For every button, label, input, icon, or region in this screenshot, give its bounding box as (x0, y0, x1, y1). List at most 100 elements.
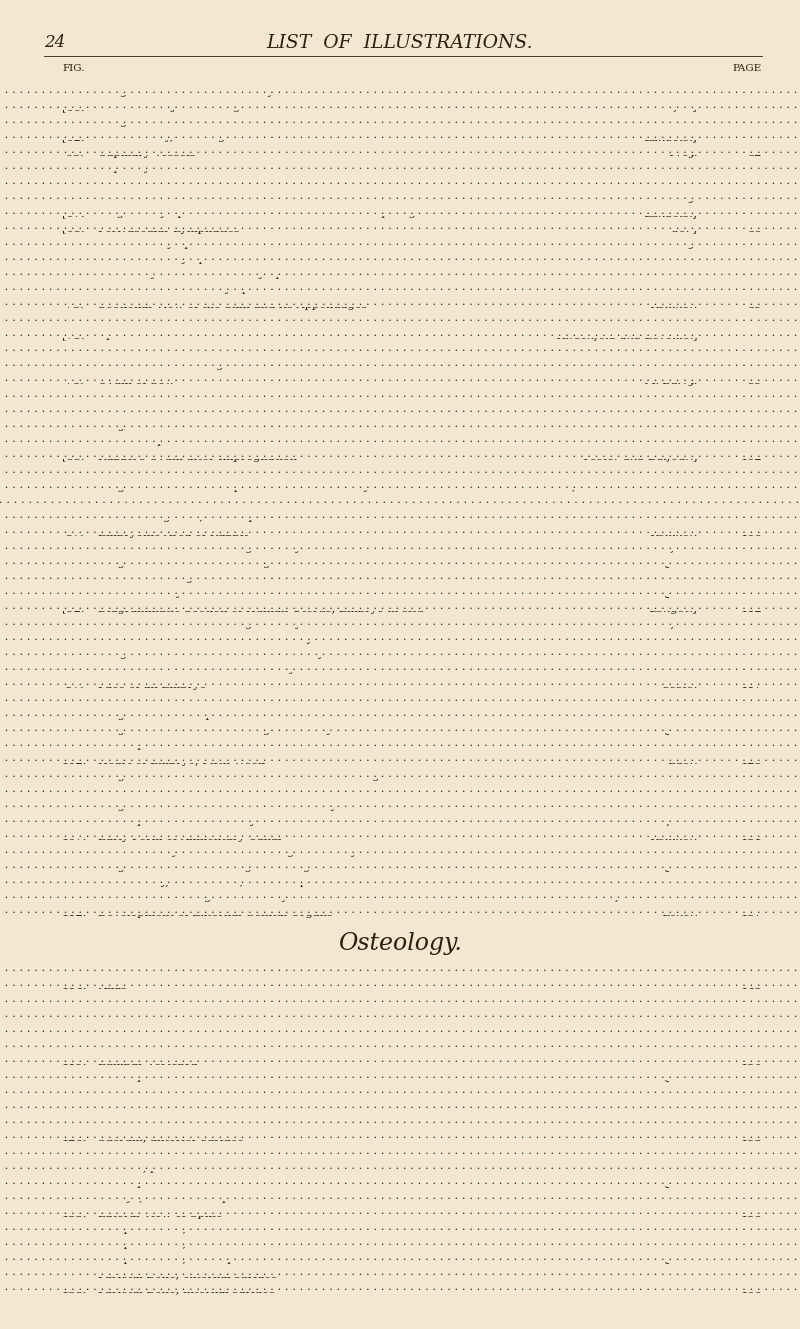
Text: Kölliker.: Kölliker. (650, 86, 698, 97)
Text: 133.: 133. (62, 1208, 87, 1219)
Text: 74.: 74. (62, 315, 84, 324)
Text: 101: 101 (740, 421, 762, 431)
Text: . . . . . . . . . . . . . . . . . . . . . . . . . . . . . . . . . . . . . . . . : . . . . . . . . . . . . . . . . . . . . … (0, 978, 800, 989)
Text: Thompson.: Thompson. (634, 816, 698, 827)
Text: do.: do. (681, 270, 698, 279)
Text: Parietal Bone, external surface: Parietal Bone, external surface (98, 1269, 278, 1280)
Text: Van Beneden.: Van Beneden. (618, 436, 698, 447)
Text: 69.: 69. (62, 239, 84, 249)
Text: 106: 106 (740, 528, 762, 538)
Text: Diagram of Development of Lens: Diagram of Development of Lens (98, 710, 288, 720)
Text: Longet.]: Longet.] (650, 603, 698, 614)
Text: . . . . . . . . . . . . . . . . . . . . . . . . . . . . . . . . . . . . . . . . : . . . . . . . . . . . . . . . . . . . . … (0, 662, 800, 672)
Text: 86: 86 (747, 223, 762, 234)
Text: Alfred T. Muller.: Alfred T. Muller. (605, 892, 698, 902)
Text: 99: 99 (747, 376, 762, 385)
Text: . . . . . . . . . . . . . . . . . . . . . . . . . . . . . . . . . . . . . . . . : . . . . . . . . . . . . . . . . . . . . … (0, 647, 800, 657)
Text: 100: 100 (740, 405, 762, 416)
Text: 88.: 88. (62, 542, 84, 553)
Text: 138.: 138. (62, 1285, 87, 1294)
Text: 166: 166 (740, 1285, 762, 1294)
Text: LIST  OF  ILLUSTRATIONS.: LIST OF ILLUSTRATIONS. (266, 35, 534, 52)
Text: . . . . . . . . . . . . . . . . . . . . . . . . . . . . . . . . . . . . . . . . : . . . . . . . . . . . . . . . . . . . . … (0, 692, 800, 703)
Text: Section of Lymphatic Gland: Section of Lymphatic Gland (98, 239, 258, 249)
Text: Peculiar Dorsal Vertebra: Peculiar Dorsal Vertebra (98, 1042, 240, 1051)
Text: 153: 153 (740, 1132, 762, 1143)
Text: Female Genital Organs of Embryo: Female Genital Organs of Embryo (98, 892, 294, 902)
Text: 125: 125 (740, 740, 762, 751)
Text: Varieties of Secreting Glands: Varieties of Secreting Glands (98, 360, 267, 371)
Text: Section of Skin: Section of Skin (98, 315, 186, 324)
Text: . . . . . . . . . . . . . . . . . . . . . . . . . . . . . . . . . . . . . . . . : . . . . . . . . . . . . . . . . . . . . … (0, 328, 800, 338)
Text: 113.: 113. (62, 965, 87, 975)
Text: Quain.: Quain. (660, 589, 698, 598)
Text: 112: 112 (740, 603, 762, 614)
Text: Face of an Embryo: Face of an Embryo (98, 679, 206, 690)
Text: Occipital Bone, outer surface: Occipital Bone, outer surface (98, 1224, 267, 1233)
Text: 134: 134 (740, 863, 762, 872)
Text: 77.: 77. (62, 360, 84, 371)
Text: . . . . . . . . . . . . . . . . . . . . . . . . . . . . . . . . . . . . . . . . : . . . . . . . . . . . . . . . . . . . . … (0, 799, 800, 809)
Text: 130: 130 (740, 816, 762, 827)
Text: PAGE: PAGE (733, 64, 762, 73)
Text: . . . . . . . . . . . . . . . . . . . . . . . . . . . . . . . . . . . . . . . . : . . . . . . . . . . . . . . . . . . . . … (0, 586, 800, 597)
Text: . . . . . . . . . . . . . . . . . . . . . . . . . . . . . . . . . . . . . . . . : . . . . . . . . . . . . . . . . . . . . … (0, 602, 800, 611)
Text: Similar Diagrams, antero-posterior sections: Similar Diagrams, antero-posterior secti… (98, 513, 352, 522)
Text: . . . . . . . . . . . . . . . . . . . . . . . . . . . . . . . . . . . . . . . . : . . . . . . . . . . . . . . . . . . . . … (0, 465, 800, 474)
Text: 91.: 91. (62, 589, 84, 598)
Text: . . . . . . . . . . . . . . . . . . . . . . . . . . . . . . . . . . . . . . . . : . . . . . . . . . . . . . . . . . . . . … (0, 541, 800, 550)
Text: . . . . . . . . . . . . . . . . . . . . . . . . . . . . . . . . . . . . . . . . : . . . . . . . . . . . . . . . . . . . . … (0, 175, 800, 186)
Text: Lumbar Vertebra: Lumbar Vertebra (98, 1057, 198, 1067)
Text: . . . . . . . . . . . . . . . . . . . . . . . . . . . . . . . . . . . . . . . . : . . . . . . . . . . . . . . . . . . . . … (0, 874, 800, 885)
Text: Farre.: Farre. (662, 877, 698, 888)
Text: . . . . . . . . . . . . . . . . . . . . . . . . . . . . . . . . . . . . . . . . : . . . . . . . . . . . . . . . . . . . . … (0, 282, 800, 292)
Text: Coccyx, anterior and posterior surfaces: Coccyx, anterior and posterior surfaces (98, 1193, 327, 1203)
Text: 98.: 98. (62, 695, 84, 704)
Text: 116.: 116. (62, 1011, 87, 1021)
Text: [67.: [67. (62, 209, 85, 218)
Text: . . . . . . . . . . . . . . . . . . . . . . . . . . . . . . . . . . . . . . . . : . . . . . . . . . . . . . . . . . . . . … (0, 116, 800, 125)
Text: 151: 151 (740, 1102, 762, 1112)
Text: . . . . . . . . . . . . . . . . . . . . . . . . . . . . . . . . . . . . . . . . : . . . . . . . . . . . . . . . . . . . . … (0, 1207, 800, 1216)
Text: . . . . . . . . . . . . . . . . . . . . . . . . . . . . . . . . . . . . . . . . : . . . . . . . . . . . . . . . . . . . . … (0, 1237, 800, 1247)
Text: 91: 91 (747, 330, 762, 340)
Text: 137: 137 (740, 908, 762, 917)
Text: 151: 151 (740, 1118, 762, 1127)
Text: 112.: 112. (62, 908, 87, 917)
Text: 128.: 128. (62, 1163, 87, 1174)
Text: Ecker.: Ecker. (662, 908, 698, 917)
Text: 93.: 93. (62, 619, 84, 629)
Text: Longitudinal Section of Artery and Vein: Longitudinal Section of Artery and Vein (98, 86, 327, 97)
Text: 95.: 95. (62, 649, 84, 659)
Text: Quain.: Quain. (660, 1071, 698, 1082)
Text: Occipital Bone, inner surface: Occipital Bone, inner surface (98, 1239, 267, 1249)
Text: . . . . . . . . . . . . . . . . . . . . . . . . . . . . . . . . . . . . . . . . : . . . . . . . . . . . . . . . . . . . . … (0, 206, 800, 217)
Text: 97.: 97. (62, 679, 84, 690)
Text: . . . . . . . . . . . . . . . . . . . . . . . . . . . . . . . . . . . . . . . . : . . . . . . . . . . . . . . . . . . . . … (0, 829, 800, 840)
Text: Early Form of Alimentary Canal: Early Form of Alimentary Canal (98, 832, 282, 841)
Text: do.: do. (681, 513, 698, 522)
Text: 73.: 73. (62, 299, 84, 310)
Text: Occipital Bone, development of: Occipital Bone, development of (98, 1255, 279, 1264)
Text: 129-131.: 129-131. (62, 1179, 113, 1188)
Text: Quain.: Quain. (660, 558, 698, 567)
Text: 135.: 135. (62, 1239, 87, 1249)
Text: 104.: 104. (62, 785, 87, 796)
Text: Development of a Vertebra: Development of a Vertebra (98, 1071, 254, 1082)
Text: 100.: 100. (62, 726, 87, 735)
Text: Development of Alimentary Canal: Development of Alimentary Canal (98, 816, 293, 827)
Text: . . . . . . . . . . . . . . . . . . . . . . . . . . . . . . . . . . . . . . . . : . . . . . . . . . . . . . . . . . . . . … (0, 708, 800, 718)
Text: 150: 150 (740, 1057, 762, 1067)
Text: . . . . . . . . . . . . . . . . . . . . . . . . . . . . . . . . . . . . . . . . : . . . . . . . . . . . . . . . . . . . . … (0, 1025, 800, 1034)
Text: 96.: 96. (62, 664, 84, 674)
Text: 83: 83 (747, 162, 762, 173)
Text: 128: 128 (740, 785, 762, 796)
Text: [68.: [68. (62, 223, 85, 234)
Text: 87: 87 (747, 239, 762, 249)
Text: Parietal Bone, internal surface: Parietal Bone, internal surface (98, 1285, 275, 1294)
Text: Longitudinal Section of Head of Embryo: Longitudinal Section of Head of Embryo (98, 649, 331, 659)
Text: Section of Injected Lung: Section of Injected Lung (98, 102, 240, 112)
Text: . . . . . . . . . . . . . . . . . . . . . . . . . . . . . . . . . . . . . . . . : . . . . . . . . . . . . . . . . . . . . … (0, 815, 800, 824)
Text: do.: do. (681, 649, 698, 659)
Text: . . . . . . . . . . . . . . . . . . . . . . . . . . . . . . . . . . . . . . . . : . . . . . . . . . . . . . . . . . . . . … (0, 373, 800, 384)
